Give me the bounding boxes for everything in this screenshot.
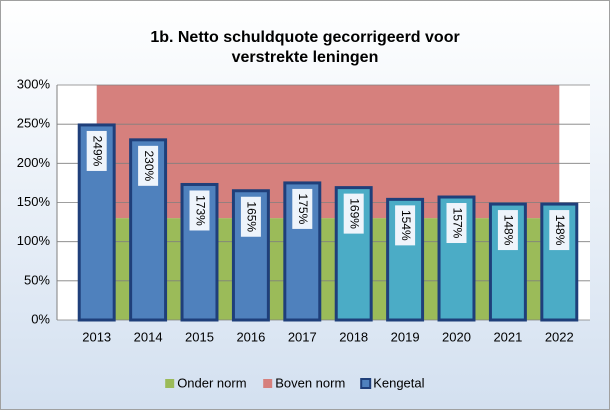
x-tick-label: 2019: [391, 329, 420, 344]
legend-label: Kengetal: [373, 375, 424, 390]
value-label-box: [395, 205, 416, 246]
chart-subtitle: verstrekte leningen: [232, 49, 379, 66]
x-tick-label: 2020: [442, 329, 471, 344]
value-label-box: [86, 130, 107, 171]
value-label-box: [343, 193, 364, 234]
y-tick-label: 300%: [17, 76, 51, 91]
y-tick-label: 200%: [17, 155, 51, 170]
value-label: 249%: [91, 136, 105, 167]
y-tick-label: 0%: [31, 311, 50, 326]
value-label-box: [189, 190, 210, 231]
value-label-box: [138, 145, 159, 186]
bar: [129, 138, 168, 322]
legend-label: Onder norm: [177, 375, 246, 390]
x-tick-label: 2022: [545, 329, 574, 344]
value-label-box: [292, 188, 313, 229]
legend-swatch: [360, 378, 372, 389]
y-tick-label: 100%: [17, 233, 51, 248]
value-label: 230%: [142, 150, 156, 181]
legend-label: Boven norm: [275, 375, 345, 390]
x-tick-label: 2013: [82, 329, 111, 344]
x-tick-label: 2015: [185, 329, 214, 344]
y-tick-label: 50%: [24, 272, 50, 287]
value-label: 173%: [193, 195, 207, 226]
x-tick-label: 2021: [493, 329, 522, 344]
value-label: 148%: [502, 215, 516, 246]
value-label: 169%: [348, 198, 362, 229]
y-tick-label: 250%: [17, 116, 51, 131]
x-tick-label: 2018: [339, 329, 368, 344]
x-tick-label: 2016: [236, 329, 265, 344]
x-tick-label: 2014: [134, 329, 163, 344]
value-label: 175%: [296, 194, 310, 225]
bar: [77, 123, 116, 322]
legend-swatch: [263, 379, 273, 388]
value-label-box: [549, 210, 570, 251]
value-label-box: [497, 210, 518, 251]
value-label-box: [446, 203, 467, 244]
value-label: 165%: [245, 201, 259, 232]
value-label-box: [240, 196, 261, 237]
value-label: 157%: [450, 208, 464, 239]
x-tick-label: 2017: [288, 329, 317, 344]
bar: [180, 182, 219, 322]
value-label: 148%: [553, 215, 567, 246]
value-label: 154%: [399, 210, 413, 241]
chart-title: 1b. Netto schuldquote gecorrigeerd voor: [150, 29, 459, 46]
legend-swatch: [165, 379, 175, 388]
y-tick-label: 150%: [17, 194, 51, 209]
